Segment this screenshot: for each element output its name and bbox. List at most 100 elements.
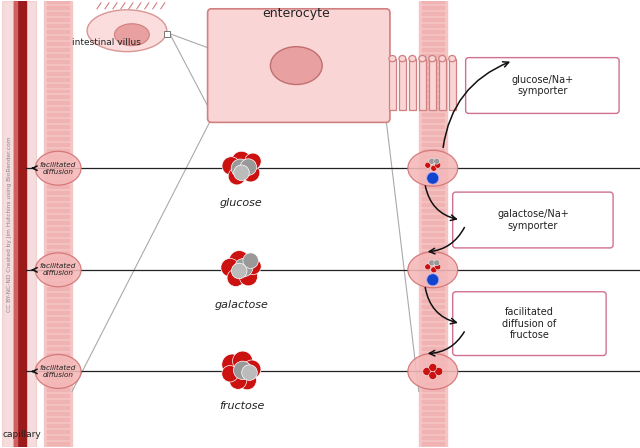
Ellipse shape [408, 150, 458, 186]
Bar [422, 442, 444, 445]
Text: fructose: fructose [219, 401, 264, 411]
Bar [422, 119, 444, 122]
Ellipse shape [439, 56, 445, 62]
Ellipse shape [435, 264, 441, 270]
Bar [422, 197, 444, 200]
Bar [422, 436, 444, 439]
Bar [47, 65, 69, 69]
Bar [47, 191, 69, 194]
Ellipse shape [243, 360, 261, 378]
Bar [47, 149, 69, 152]
Text: galactose/Na+
symporter: galactose/Na+ symporter [497, 209, 569, 231]
Bar [47, 275, 69, 278]
Bar [47, 173, 69, 176]
Bar [47, 269, 69, 272]
Bar [47, 340, 69, 344]
Bar [47, 209, 69, 212]
Bar [422, 251, 444, 254]
Bar [409, 59, 416, 110]
Bar [47, 203, 69, 206]
Bar [422, 329, 444, 332]
Bar [422, 191, 444, 194]
Bar [47, 18, 69, 21]
Bar [422, 353, 444, 356]
Bar [47, 95, 69, 99]
Bar [422, 101, 444, 104]
Ellipse shape [232, 351, 253, 371]
Bar [47, 239, 69, 242]
Bar [14, 1, 17, 447]
Bar [47, 358, 69, 362]
Bar [422, 54, 444, 56]
Ellipse shape [427, 172, 439, 184]
Bar [422, 401, 444, 403]
Ellipse shape [232, 263, 247, 279]
Text: galactose: galactose [214, 300, 268, 310]
Ellipse shape [399, 56, 406, 62]
Ellipse shape [429, 363, 436, 371]
Bar [47, 263, 69, 266]
Bar [47, 281, 69, 284]
Text: intestinal villus: intestinal villus [72, 38, 141, 47]
Ellipse shape [419, 56, 426, 62]
Bar [422, 90, 444, 92]
Ellipse shape [408, 252, 458, 288]
Ellipse shape [389, 56, 396, 62]
Bar [47, 90, 69, 92]
Ellipse shape [243, 253, 259, 268]
Ellipse shape [435, 367, 443, 375]
Bar [47, 257, 69, 260]
Bar [422, 173, 444, 176]
FancyBboxPatch shape [452, 292, 606, 356]
Bar [47, 406, 69, 409]
Bar [422, 263, 444, 266]
Bar [422, 424, 444, 427]
Bar [47, 412, 69, 415]
Bar [47, 78, 69, 81]
Bar [422, 203, 444, 206]
Bar [422, 323, 444, 326]
Bar [47, 370, 69, 374]
Bar [422, 179, 444, 182]
Bar [47, 418, 69, 421]
Bar [47, 47, 69, 51]
Ellipse shape [238, 371, 257, 390]
Bar [47, 54, 69, 56]
Bar [422, 167, 444, 170]
Bar [47, 442, 69, 445]
Ellipse shape [240, 159, 257, 175]
Bar [14, 1, 26, 447]
Bar [422, 6, 444, 9]
Bar [422, 293, 444, 296]
Ellipse shape [234, 361, 252, 379]
Bar [47, 233, 69, 236]
Ellipse shape [239, 267, 257, 286]
Ellipse shape [222, 157, 241, 175]
Ellipse shape [229, 372, 247, 389]
Bar [47, 125, 69, 129]
Ellipse shape [429, 260, 435, 266]
Bar [422, 131, 444, 134]
Bar [47, 251, 69, 254]
Bar [47, 388, 69, 392]
Ellipse shape [222, 366, 238, 382]
Bar [389, 59, 396, 110]
Bar [422, 383, 444, 385]
Ellipse shape [431, 267, 436, 273]
Bar [419, 1, 447, 447]
Bar [47, 185, 69, 188]
Bar [422, 143, 444, 146]
Bar [47, 430, 69, 433]
Bar [47, 138, 69, 140]
Bar [47, 347, 69, 349]
Bar [47, 101, 69, 104]
Bar [47, 401, 69, 403]
Bar [47, 197, 69, 200]
Bar [47, 365, 69, 367]
Bar [422, 42, 444, 45]
Ellipse shape [227, 269, 244, 287]
Ellipse shape [222, 354, 243, 375]
Bar [47, 108, 69, 110]
Bar [47, 83, 69, 86]
Bar [422, 221, 444, 224]
